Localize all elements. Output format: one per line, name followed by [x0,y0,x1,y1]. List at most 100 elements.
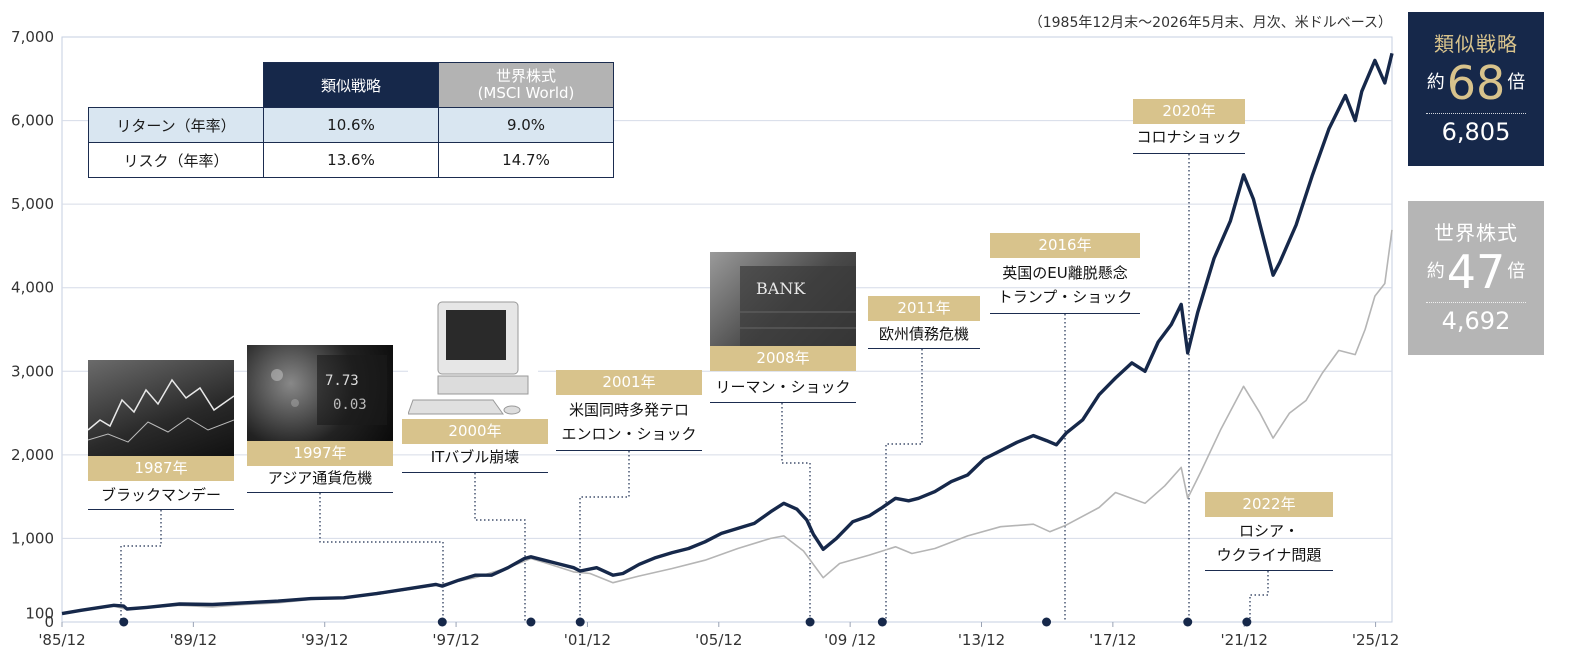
world-value: 4,692 [1441,307,1511,335]
divider [1426,113,1526,114]
event-label-2016-line1: 英国のEU離脱懸念 [1002,264,1128,282]
event-connector [579,451,630,622]
series-line [61,52,1394,616]
event-label-2020: コロナショック [1136,128,1242,146]
cell-world: 14.7% [438,142,614,178]
divider [1426,302,1526,303]
summary-table: 類似戦略 世界株式 (MSCI World) リターン（年率） 10.6% 9.… [88,62,614,178]
x-tick-label: '01/12 [564,631,611,649]
y-tick-label: 2,000 [11,446,54,464]
stock-chart-photo [88,360,234,456]
event-label-2022-line1: ロシア・ [1238,522,1299,540]
event-connector [474,473,526,622]
x-tick-label: '85/12 [38,631,85,649]
retro-computer-photo [408,300,538,418]
cell-strategy: 13.6% [263,142,439,178]
event-label-2000: ITバブル崩壊 [430,448,520,466]
x-tick-label: '13/12 [958,631,1005,649]
event-connector [1249,571,1269,622]
x-tick-label: '09 /12 [824,631,876,649]
cell-world: 9.0% [438,107,614,143]
event-connector [781,403,811,622]
header-strategy: 類似戦略 [263,62,439,108]
event-underline [868,348,980,349]
table-row: リスク（年率） 13.6% 14.7% [88,142,614,178]
y-tick-label: 5,000 [11,195,54,213]
bank-building-photo: BANK [710,252,856,346]
event-marker-dot [1042,617,1052,627]
line-chart: 01001,0002,0003,0004,0005,0006,0007,000 … [11,28,1399,649]
svg-text:0.03: 0.03 [333,397,367,413]
x-tick-label: '93/12 [301,631,348,649]
strategy-value: 6,805 [1441,118,1511,146]
x-tick-label: '17/12 [1089,631,1136,649]
x-tick-label: '89/12 [170,631,217,649]
event-label-2011: 欧州債務危機 [878,325,969,343]
event-underline [710,402,856,403]
event-label-2001-line2: エンロン・ショック [561,425,697,443]
event-year-2011: 2011年 [868,296,980,321]
event-label-1997: アジア通貨危機 [267,469,373,487]
event-marker-dot [437,617,447,627]
bank-sign-text: BANK [756,279,806,298]
event-marker-dot [1242,617,1252,627]
event-label-2022-line2: ウクライナ問題 [1216,546,1322,564]
bank-graphic: BANK [740,266,856,346]
strategy-name: 類似戦略 [1434,32,1518,56]
world-result-box: 世界株式 約47 倍 4,692 [1408,201,1544,355]
y-tick-label: 4,000 [11,279,54,297]
y-tick-label: 100 [25,605,54,623]
event-year-2020: 2020年 [1133,99,1245,124]
world-multiple: 約47 倍 [1426,245,1526,299]
event-label-2008: リーマン・ショック [715,378,851,396]
x-tick-label: '21/12 [1221,631,1268,649]
y-tick-label: 0 [44,613,54,631]
event-marker-dot [877,617,887,627]
event-underline [247,492,393,493]
y-tick-label: 7,000 [11,28,54,46]
period-note: （1985年12月末〜2026年5月末、月次、米ドルベース） [1028,15,1392,31]
event-year-2022: 2022年 [1205,492,1333,517]
event-marker-dot [575,617,585,627]
board-graphic: 7.73 0.03 [271,355,387,425]
row-label: リスク（年率） [88,142,264,178]
y-tick-label: 6,000 [11,112,54,130]
computer-graphic [408,301,529,415]
world-name: 世界株式 [1434,221,1518,245]
plot-frame [61,36,1393,623]
strategy-result-box: 類似戦略 約68 倍 6,805 [1408,12,1544,166]
event-year-1997: 1997年 [247,441,393,466]
stock-chart-graphic [88,378,234,443]
event-label-2016-line2: トランプ・ショック [997,288,1133,306]
row-label: リターン（年率） [88,107,264,143]
event-underline [556,450,702,451]
svg-text:7.73: 7.73 [325,373,359,389]
event-year-2001: 2001年 [556,370,702,395]
cell-strategy: 10.6% [263,107,439,143]
y-tick-label: 3,000 [11,362,54,380]
event-connector [120,510,162,622]
event-connector [319,493,444,622]
event-year-2000: 2000年 [402,419,548,444]
table-row: リターン（年率） 10.6% 9.0% [88,107,614,143]
event-year-2008: 2008年 [710,346,856,371]
event-label-2001-line1: 米国同時多発テロ [568,401,689,419]
event-label-1987: ブラックマンデー [100,486,221,504]
event-connector [885,349,923,622]
event-marker-dot [805,617,815,627]
event-underline [1133,153,1245,154]
event-underline [88,509,234,510]
event-year-1987: 1987年 [88,456,234,481]
strategy-multiple: 約68 倍 [1426,56,1526,110]
x-tick-label: '25/12 [1352,631,1399,649]
x-tick-label: '05/12 [695,631,742,649]
event-year-2016: 2016年 [990,233,1140,258]
event-underline [990,313,1140,314]
header-world: 世界株式 (MSCI World) [438,62,614,108]
x-tick-label: '97/12 [432,631,479,649]
event-underline [1205,570,1333,571]
event-marker-dot [1183,617,1193,627]
event-marker-dot [526,617,536,627]
y-tick-label: 1,000 [11,529,54,547]
market-board-photo: 7.73 0.03 [247,345,393,441]
